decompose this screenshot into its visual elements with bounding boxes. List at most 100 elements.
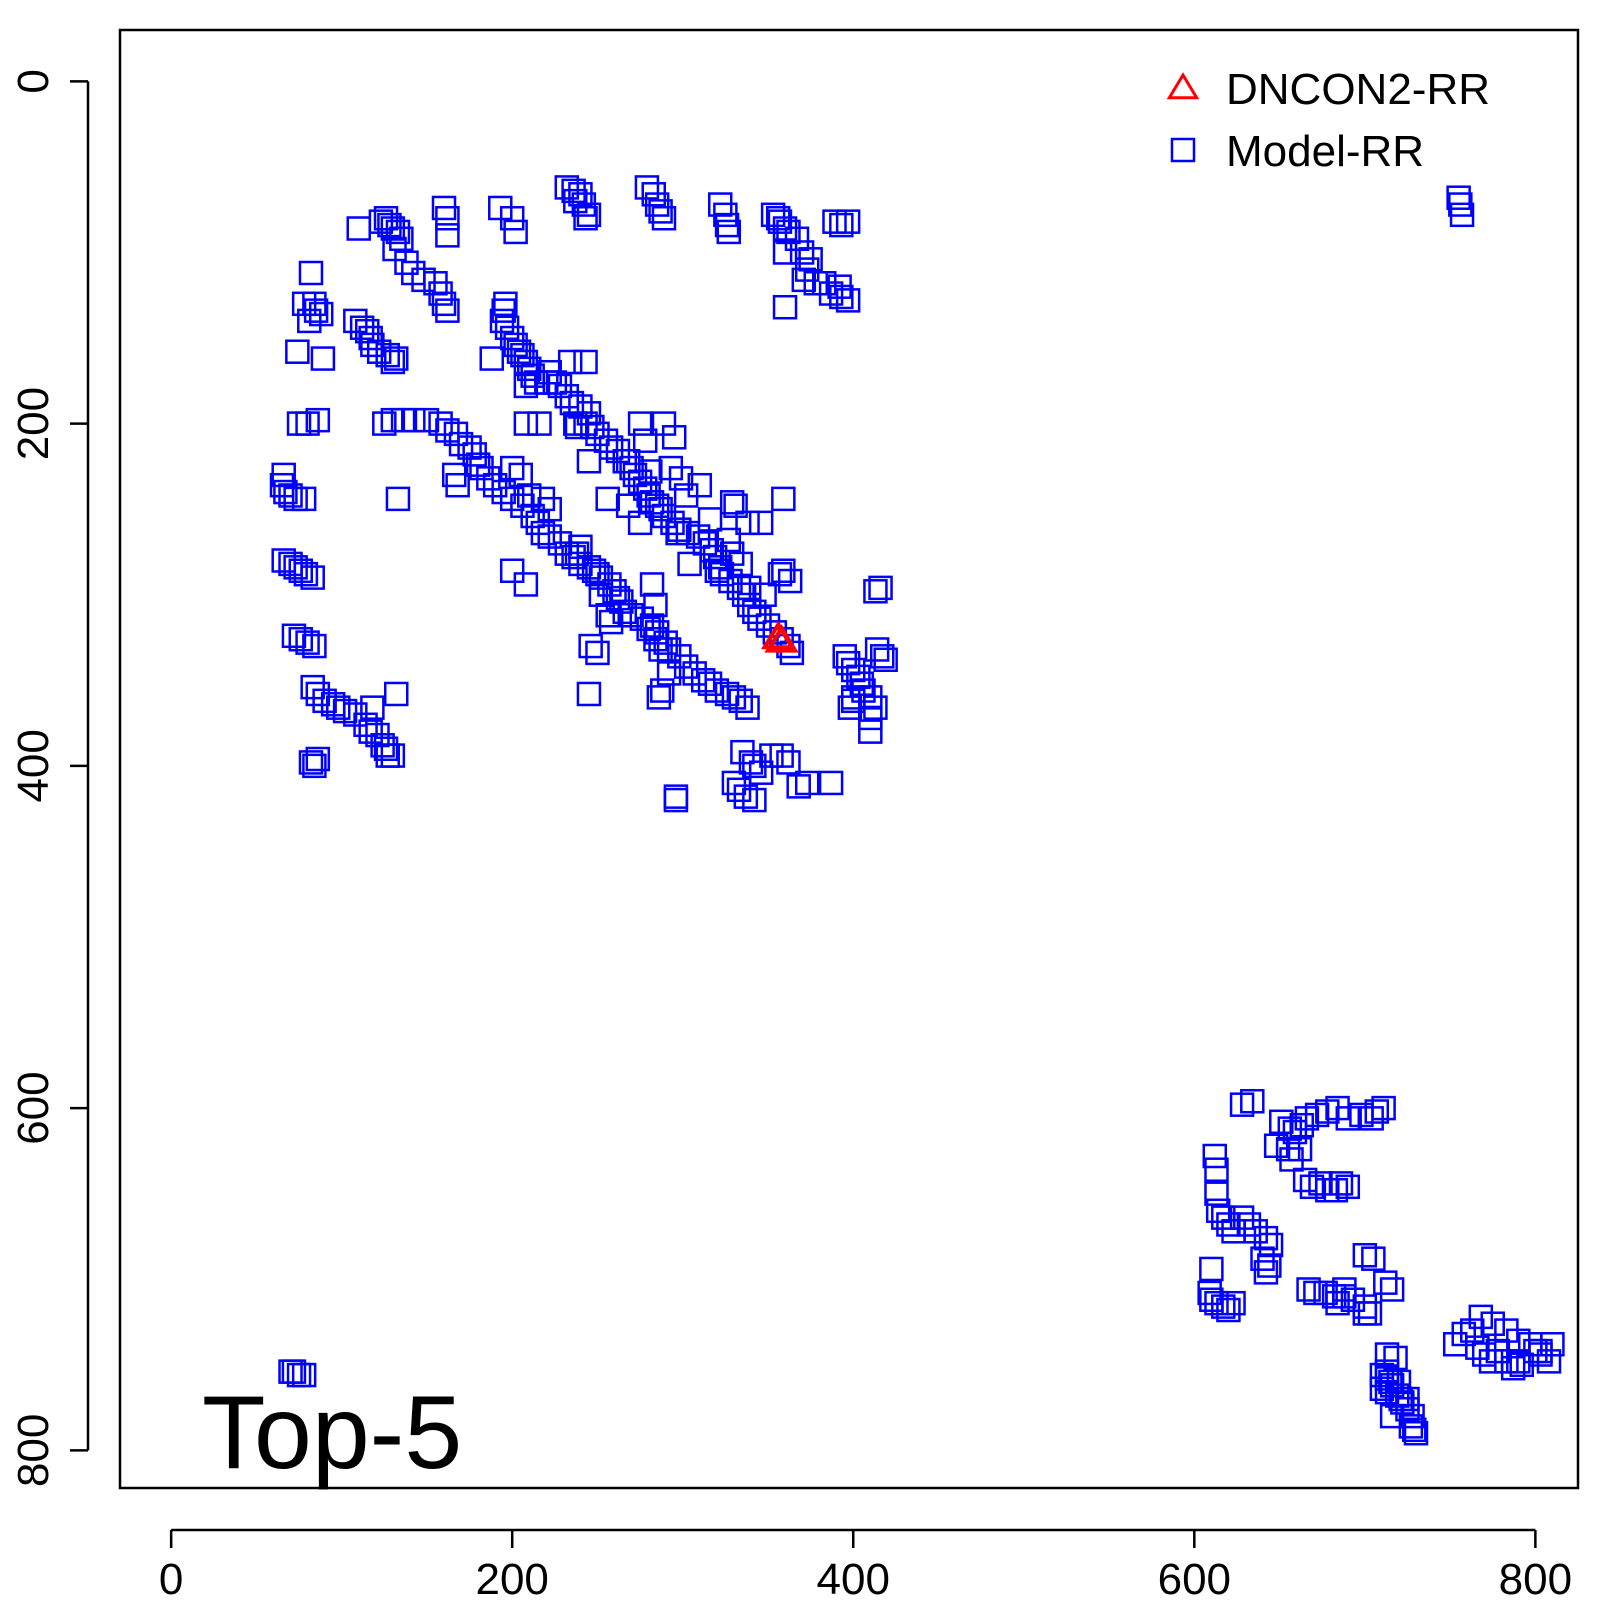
x-axis: 0 200 400 600 800 [159, 1528, 1572, 1600]
model-rr-point [748, 510, 774, 536]
model-rr-point [656, 661, 682, 686]
model-rr-point [588, 565, 614, 590]
model-rr-point [638, 459, 663, 484]
model-rr-point [1398, 1414, 1424, 1439]
model-rr-point [646, 685, 672, 710]
model-rr-point [1386, 1369, 1412, 1395]
model-rr-point [537, 496, 562, 522]
model-rr-point [1199, 1256, 1224, 1282]
model-rr-point [794, 770, 820, 796]
model-rr-point [445, 472, 470, 498]
model-rr-point [1402, 1417, 1427, 1443]
model-rr-point [1373, 1270, 1398, 1295]
model-rr-point [585, 640, 610, 666]
model-rr-point [384, 346, 409, 371]
model-rr-point [714, 681, 740, 707]
model-rr-point [1253, 1260, 1279, 1285]
model-rr-point [564, 414, 590, 440]
model-rr-point [728, 551, 753, 577]
model-rr-point [286, 411, 312, 436]
model-rr-point [777, 568, 803, 594]
model-rr-point [835, 209, 861, 234]
model-rr-point [513, 373, 539, 399]
legend-label: Model-RR [1226, 127, 1424, 176]
model-rr-point [1257, 1253, 1282, 1278]
model-rr-point [747, 606, 772, 631]
model-rr-point [1352, 1301, 1378, 1326]
model-rr-point [358, 325, 383, 351]
model-rr-point [595, 603, 620, 628]
model-rr-point [651, 503, 677, 529]
model-rr-point [1374, 1342, 1400, 1367]
model-rr-point [1299, 1174, 1325, 1200]
model-rr-point [776, 750, 801, 775]
model-rr-point [668, 466, 694, 491]
model-rr-point [1371, 1095, 1396, 1121]
model-rr-point [1216, 1212, 1241, 1237]
model-rr-point [829, 212, 854, 238]
model-rr-point [1258, 1232, 1284, 1258]
model-rr-point [499, 558, 525, 584]
model-rr-point [493, 291, 518, 317]
model-rr-point [373, 736, 399, 761]
x-tick-label: 400 [817, 1555, 890, 1600]
corner-label: Top-5 [202, 1375, 462, 1491]
model-rr-point [632, 428, 658, 453]
y-tick-label: 0 [9, 69, 58, 93]
y-tick-label: 400 [9, 729, 58, 802]
legend: DNCON2-RR Model-RR [1166, 65, 1490, 176]
model-rr-point [736, 575, 762, 601]
model-rr-point [380, 349, 406, 375]
model-rr-point [772, 294, 798, 320]
model-rr-point [380, 743, 406, 768]
model-rr-point [1325, 1290, 1350, 1316]
model-rr-point [1465, 1335, 1490, 1360]
model-rr-point [1202, 1143, 1228, 1169]
model-rr-point [564, 541, 590, 566]
x-tick-label: 800 [1499, 1555, 1572, 1600]
model-rr-point [573, 349, 598, 375]
model-rr-point [291, 486, 317, 512]
model-rr-point [735, 510, 760, 536]
model-rr-point [667, 517, 692, 542]
model-rr-point [598, 609, 624, 635]
model-rr-point [1216, 1297, 1241, 1323]
model-rr-point [841, 685, 866, 710]
model-rr-point [858, 705, 883, 731]
x-tick-label: 600 [1158, 1555, 1231, 1600]
model-rr-point [293, 561, 319, 587]
model-rr-point [752, 582, 777, 607]
model-rr-point [1383, 1345, 1408, 1371]
model-rr-point [1540, 1332, 1565, 1357]
model-rr-point [491, 479, 516, 505]
model-rr-point [735, 695, 760, 720]
model-rr-point [285, 339, 310, 364]
model-rr-point [1328, 1171, 1354, 1196]
model-rr-point [503, 219, 528, 245]
data-points [269, 175, 1565, 1446]
model-rr-point [346, 216, 371, 241]
model-rr-point [576, 681, 602, 707]
model-rr-point [1253, 1225, 1279, 1251]
model-rr-point [1335, 1106, 1361, 1131]
y-tick-label: 800 [9, 1414, 58, 1487]
model-rr-point [278, 483, 303, 508]
model-rr-point [527, 411, 552, 436]
model-rr-point [297, 308, 322, 334]
model-rr-point [576, 202, 602, 228]
model-rr-point [585, 561, 610, 587]
model-rr-point [704, 558, 730, 584]
model-rr-point [1460, 1318, 1485, 1343]
model-rr-point [673, 654, 699, 679]
model-rr-point [716, 527, 742, 553]
model-rr-point [431, 291, 457, 317]
model-rr-point [435, 223, 460, 248]
model-rr-point [644, 192, 670, 217]
model-rr-point [1369, 1376, 1395, 1401]
model-rr-point [326, 695, 351, 720]
model-rr-point [288, 626, 314, 652]
model-rr-point [832, 644, 857, 669]
model-rr-point [829, 284, 854, 310]
model-rr-point [573, 205, 598, 231]
